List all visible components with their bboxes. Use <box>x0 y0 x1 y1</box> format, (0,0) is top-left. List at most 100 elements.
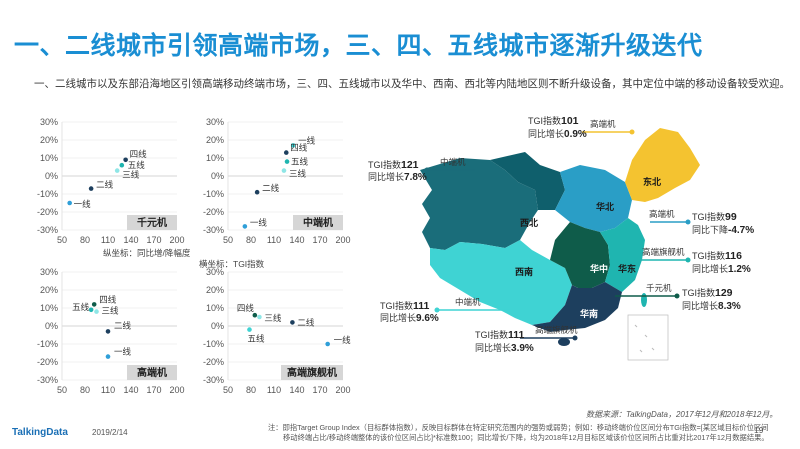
talkingdata-logo: TalkingData <box>12 427 68 438</box>
x-tick-label: 140 <box>289 385 304 395</box>
growth-label: 同比增长 <box>475 342 511 353</box>
tgi-label: TGI指数 <box>380 300 413 311</box>
data-point <box>283 150 289 155</box>
x-tick-label: 110 <box>267 385 281 395</box>
svg-text:TGI指数101: TGI指数101 <box>528 115 579 127</box>
x-tick-label: 80 <box>246 385 256 395</box>
growth-value: 9.6% <box>416 313 439 324</box>
data-point <box>88 186 94 191</box>
data-point <box>67 200 72 206</box>
data-point-label: 一线 <box>250 217 268 227</box>
data-point <box>114 168 120 173</box>
scatter-charts: 30%20%10%0%-10%-20%-30%50 80 110 140 170 200千… <box>37 117 352 395</box>
region-huazhong <box>550 222 610 288</box>
device-label-xinan: 中端机 <box>455 297 481 307</box>
data-point <box>123 157 128 163</box>
device-label-xibei: 中端机 <box>440 157 466 167</box>
tgi-value: 121 <box>401 159 419 171</box>
growth-value: 8.3% <box>718 301 741 312</box>
tgi-label: TGI指数 <box>368 159 401 170</box>
china-region-map: 西北 西南 华北 东北 华中 华东 华南 高端机 中端机 高端机 高端旗舰机 千… <box>368 115 754 361</box>
panel-tag-label: 高端机 <box>137 366 167 379</box>
y-tick-label: 30% <box>40 117 58 127</box>
y-tick-label: 0% <box>45 321 58 331</box>
data-point-label: 三线 <box>102 306 120 316</box>
region-hainan <box>558 338 570 346</box>
data-point-label: 二线 <box>262 183 280 193</box>
y-tick-label: 30% <box>206 117 224 127</box>
x-tick-label: 140 <box>123 385 138 395</box>
device-label-dongbei: 高端机 <box>590 119 616 129</box>
device-label-huazhong: 千元机 <box>646 283 672 293</box>
x-tick-label: 170 <box>146 235 161 245</box>
x-tick-label: 50 <box>57 385 67 395</box>
data-point-label: 五线 <box>291 157 309 167</box>
data-point-label: 五线 <box>72 302 90 312</box>
x-tick-label: 80 <box>80 235 90 245</box>
x-tick-label: 110 <box>101 235 115 245</box>
tgi-label: TGI指数 <box>528 115 561 126</box>
y-tick-label: 10% <box>40 153 58 163</box>
region-xibei <box>420 158 538 250</box>
data-point-label: 一线 <box>334 335 352 345</box>
y-tick-label: -30% <box>203 375 224 385</box>
y-tick-label: -20% <box>203 207 224 217</box>
callout-xibei: TGI指数121 同比增长7.8% <box>368 159 427 183</box>
x-tick-label: 170 <box>312 235 327 245</box>
data-point-label: 四线 <box>290 143 308 153</box>
growth-value: 0.9% <box>564 129 587 140</box>
region-taiwan <box>641 293 647 307</box>
region-label-dongbei: 东北 <box>643 176 661 187</box>
data-point-label: 五线 <box>128 160 146 170</box>
svg-text:TGI指数129: TGI指数129 <box>682 287 733 299</box>
x-tick-label: 50 <box>57 235 67 245</box>
growth-label: 同比下降 <box>692 224 728 235</box>
x-tick-label: 140 <box>123 235 138 245</box>
y-tick-label: -20% <box>203 357 224 367</box>
data-point-label: 二线 <box>96 180 114 190</box>
region-huanan <box>532 282 622 332</box>
y-tick-label: -30% <box>203 225 224 235</box>
y-tick-label: 30% <box>40 267 58 277</box>
source-note: 数据来源：TalkingData，2017年12月和2018年12月。 <box>586 410 778 419</box>
data-point <box>254 189 260 195</box>
svg-text:同比增长8.3%: 同比增长8.3% <box>682 300 741 312</box>
data-point-label: 一线 <box>298 135 316 145</box>
tgi-label: TGI指数 <box>692 211 725 222</box>
y-tick-label: -10% <box>203 189 224 199</box>
x-tick-label: 50 <box>223 235 233 245</box>
region-dongbei <box>625 128 700 202</box>
data-point-label: 四线 <box>237 303 255 313</box>
data-point <box>290 320 295 325</box>
y-tick-label: 30% <box>206 267 224 277</box>
growth-value: 3.9% <box>511 343 534 354</box>
growth-label: 同比增长 <box>528 128 564 139</box>
region-label-huazhong: 华中 <box>590 263 608 274</box>
data-point <box>88 307 94 313</box>
region-label-huanan: 华南 <box>580 308 598 319</box>
data-point <box>325 341 330 347</box>
region-huadong <box>600 218 645 292</box>
region-label-xinan: 西南 <box>515 266 533 277</box>
x-tick-label: 170 <box>312 385 327 395</box>
data-point <box>105 329 111 334</box>
x-tick-label: 200 <box>335 235 350 245</box>
svg-text:同比增长9.6%: 同比增长9.6% <box>380 312 439 324</box>
x-tick-label: 140 <box>289 235 304 245</box>
svg-text:同比增长1.2%: 同比增长1.2% <box>692 263 751 275</box>
x-tick-label: 200 <box>169 385 184 395</box>
y-tick-label: -10% <box>37 339 58 349</box>
page-title: 一、二线城市引领高端市场，三、四、五线城市逐渐升级迭代 <box>14 32 703 60</box>
footnote-line-1: 注：即指Target Group Index（目标群体指数），反映目标群体在特定… <box>268 423 769 432</box>
growth-value: 1.2% <box>728 264 751 275</box>
x-tick-label: 170 <box>146 385 161 395</box>
callout-xinan: TGI指数111 同比增长9.6% <box>380 300 439 324</box>
svg-text:同比增长3.9%: 同比增长3.9% <box>475 342 534 354</box>
svg-text:TGI指数111: TGI指数111 <box>380 300 430 312</box>
svg-text:同比下降-4.7%: 同比下降-4.7% <box>692 224 754 236</box>
x-tick-label: 200 <box>169 235 184 245</box>
callout-dongbei: TGI指数101 同比增长0.9% <box>528 115 587 140</box>
data-point-label: 三线 <box>122 170 140 180</box>
y-tick-label: 0% <box>211 321 224 331</box>
data-point <box>284 159 290 164</box>
